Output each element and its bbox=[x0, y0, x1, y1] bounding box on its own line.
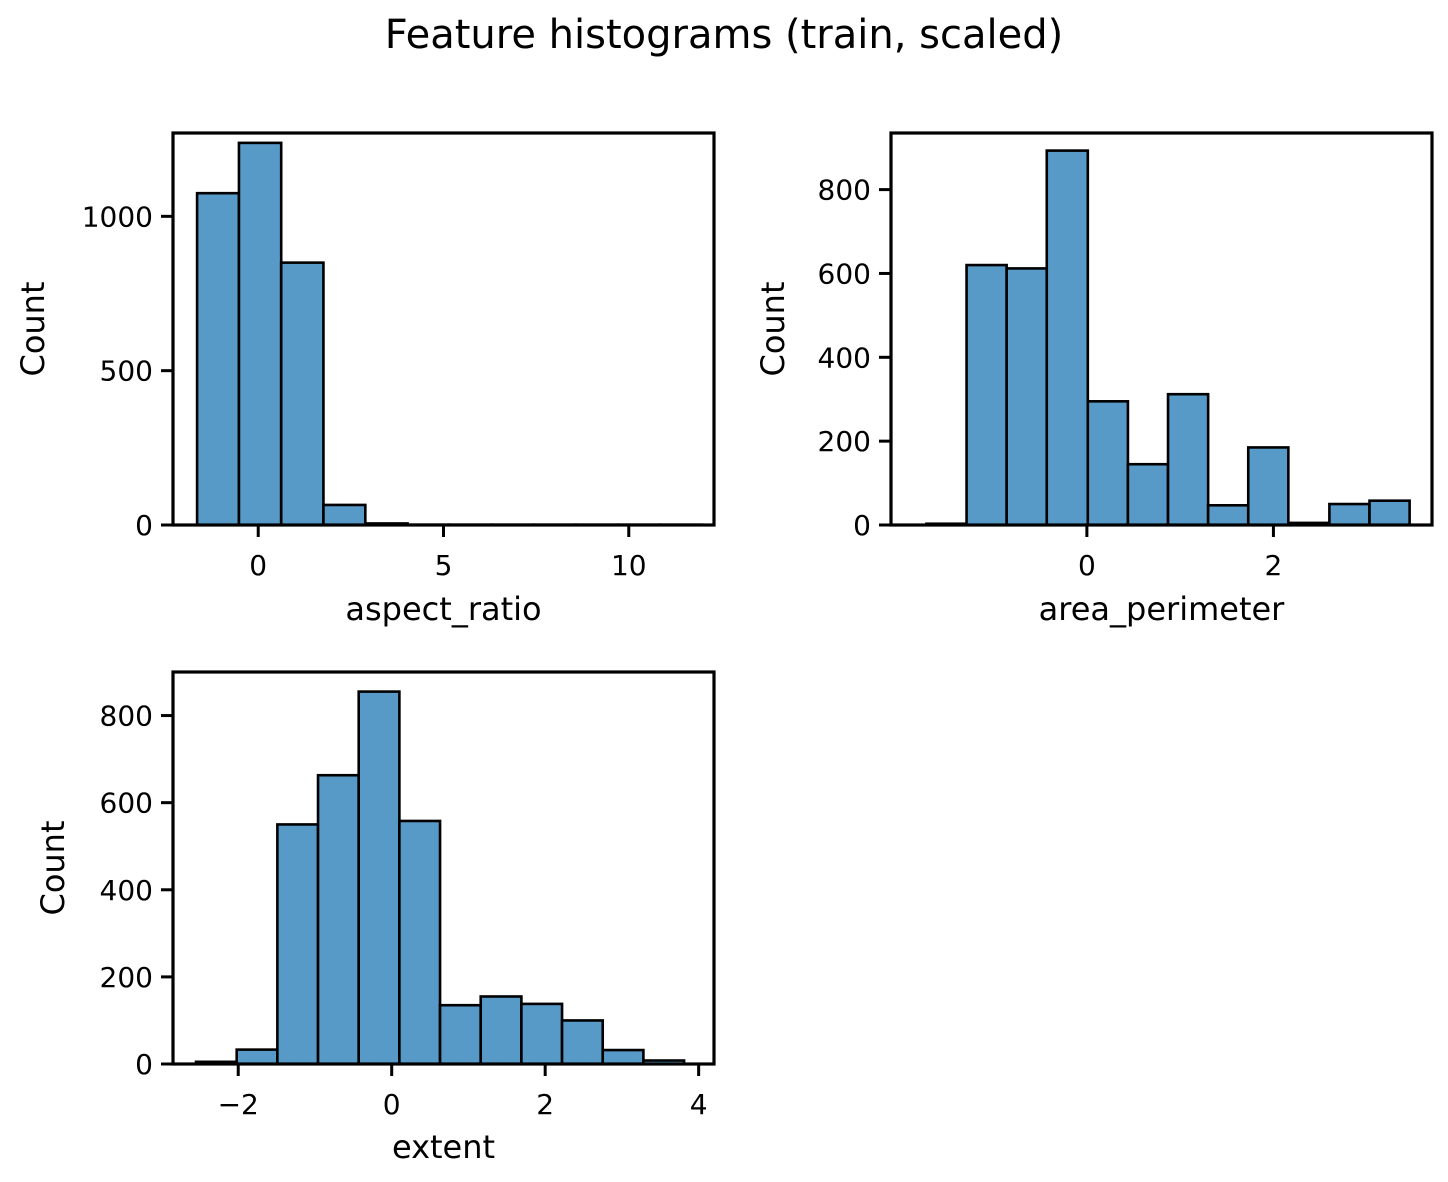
histogram-bar bbox=[1086, 400, 1130, 527]
axes-frame bbox=[889, 131, 1434, 527]
histogram-bar bbox=[601, 1048, 645, 1066]
y-tick-label: 200 bbox=[818, 425, 871, 458]
y-tick-label: 0 bbox=[853, 509, 871, 542]
histogram-bar bbox=[438, 1003, 483, 1066]
y-tick-label: 0 bbox=[135, 509, 153, 542]
histogram-bar bbox=[1126, 462, 1170, 527]
x-tick-label: 4 bbox=[690, 1088, 708, 1121]
y-tick-label: 500 bbox=[100, 355, 153, 388]
histogram-bar bbox=[1005, 267, 1049, 527]
x-tick-label: 0 bbox=[249, 549, 267, 582]
x-tick-label: 5 bbox=[435, 549, 453, 582]
histogram-bar bbox=[322, 503, 367, 527]
y-axis-label: Count bbox=[34, 820, 72, 915]
y-tick-label: 800 bbox=[100, 700, 153, 733]
y-tick-label: 1000 bbox=[82, 200, 153, 233]
histogram-bar bbox=[276, 823, 320, 1066]
axes-frame bbox=[171, 670, 716, 1066]
histogram-bar bbox=[520, 1002, 564, 1066]
figure-title: Feature histograms (train, scaled) bbox=[385, 12, 1063, 58]
histogram-aspect-ratio: Count aspect_ratio 0 5 10 0 500 1000 bbox=[14, 131, 716, 628]
y-tick-label: 400 bbox=[100, 874, 153, 907]
histogram-area-perimeter: Count area_perimeter 0 2 0 200 400 600 800 bbox=[754, 131, 1434, 628]
histogram-bar bbox=[965, 263, 1008, 527]
x-axis-label: aspect_ratio bbox=[345, 590, 541, 628]
histogram-bar bbox=[195, 191, 241, 527]
y-axis-label: Count bbox=[14, 281, 52, 376]
histogram-bar bbox=[1166, 392, 1210, 527]
x-axis-label: extent bbox=[392, 1128, 495, 1166]
histogram-bar bbox=[279, 261, 325, 527]
histogram-bar bbox=[235, 1048, 279, 1066]
x-tick-label: 2 bbox=[1265, 549, 1283, 582]
histogram-extent: Count extent −2 0 2 4 0 200 400 600 800 bbox=[34, 670, 716, 1166]
y-tick-label: 800 bbox=[818, 174, 871, 207]
histogram-bar bbox=[237, 141, 283, 527]
x-axis-label: area_perimeter bbox=[1039, 590, 1286, 628]
histogram-bar bbox=[1246, 446, 1290, 527]
y-tick-label: 200 bbox=[100, 961, 153, 994]
x-tick-label: 10 bbox=[611, 549, 647, 582]
x-tick-label: −2 bbox=[218, 1088, 259, 1121]
histogram-bar bbox=[479, 995, 523, 1066]
histogram-bar bbox=[560, 1019, 605, 1066]
histogram-bar bbox=[1368, 499, 1411, 527]
histogram-bar bbox=[1328, 502, 1371, 527]
y-axis-label: Count bbox=[754, 281, 792, 376]
histogram-bar bbox=[1045, 149, 1090, 527]
histogram-bar bbox=[1206, 503, 1250, 527]
y-tick-label: 600 bbox=[100, 787, 153, 820]
histogram-bar bbox=[398, 819, 442, 1066]
x-tick-label: 0 bbox=[1078, 549, 1096, 582]
y-tick-label: 400 bbox=[818, 341, 871, 374]
histogram-bar bbox=[316, 773, 361, 1066]
x-tick-label: 2 bbox=[536, 1088, 554, 1121]
histogram-bar bbox=[357, 690, 401, 1066]
y-tick-label: 600 bbox=[818, 257, 871, 290]
y-tick-label: 0 bbox=[135, 1048, 153, 1081]
x-tick-label: 0 bbox=[383, 1088, 401, 1121]
